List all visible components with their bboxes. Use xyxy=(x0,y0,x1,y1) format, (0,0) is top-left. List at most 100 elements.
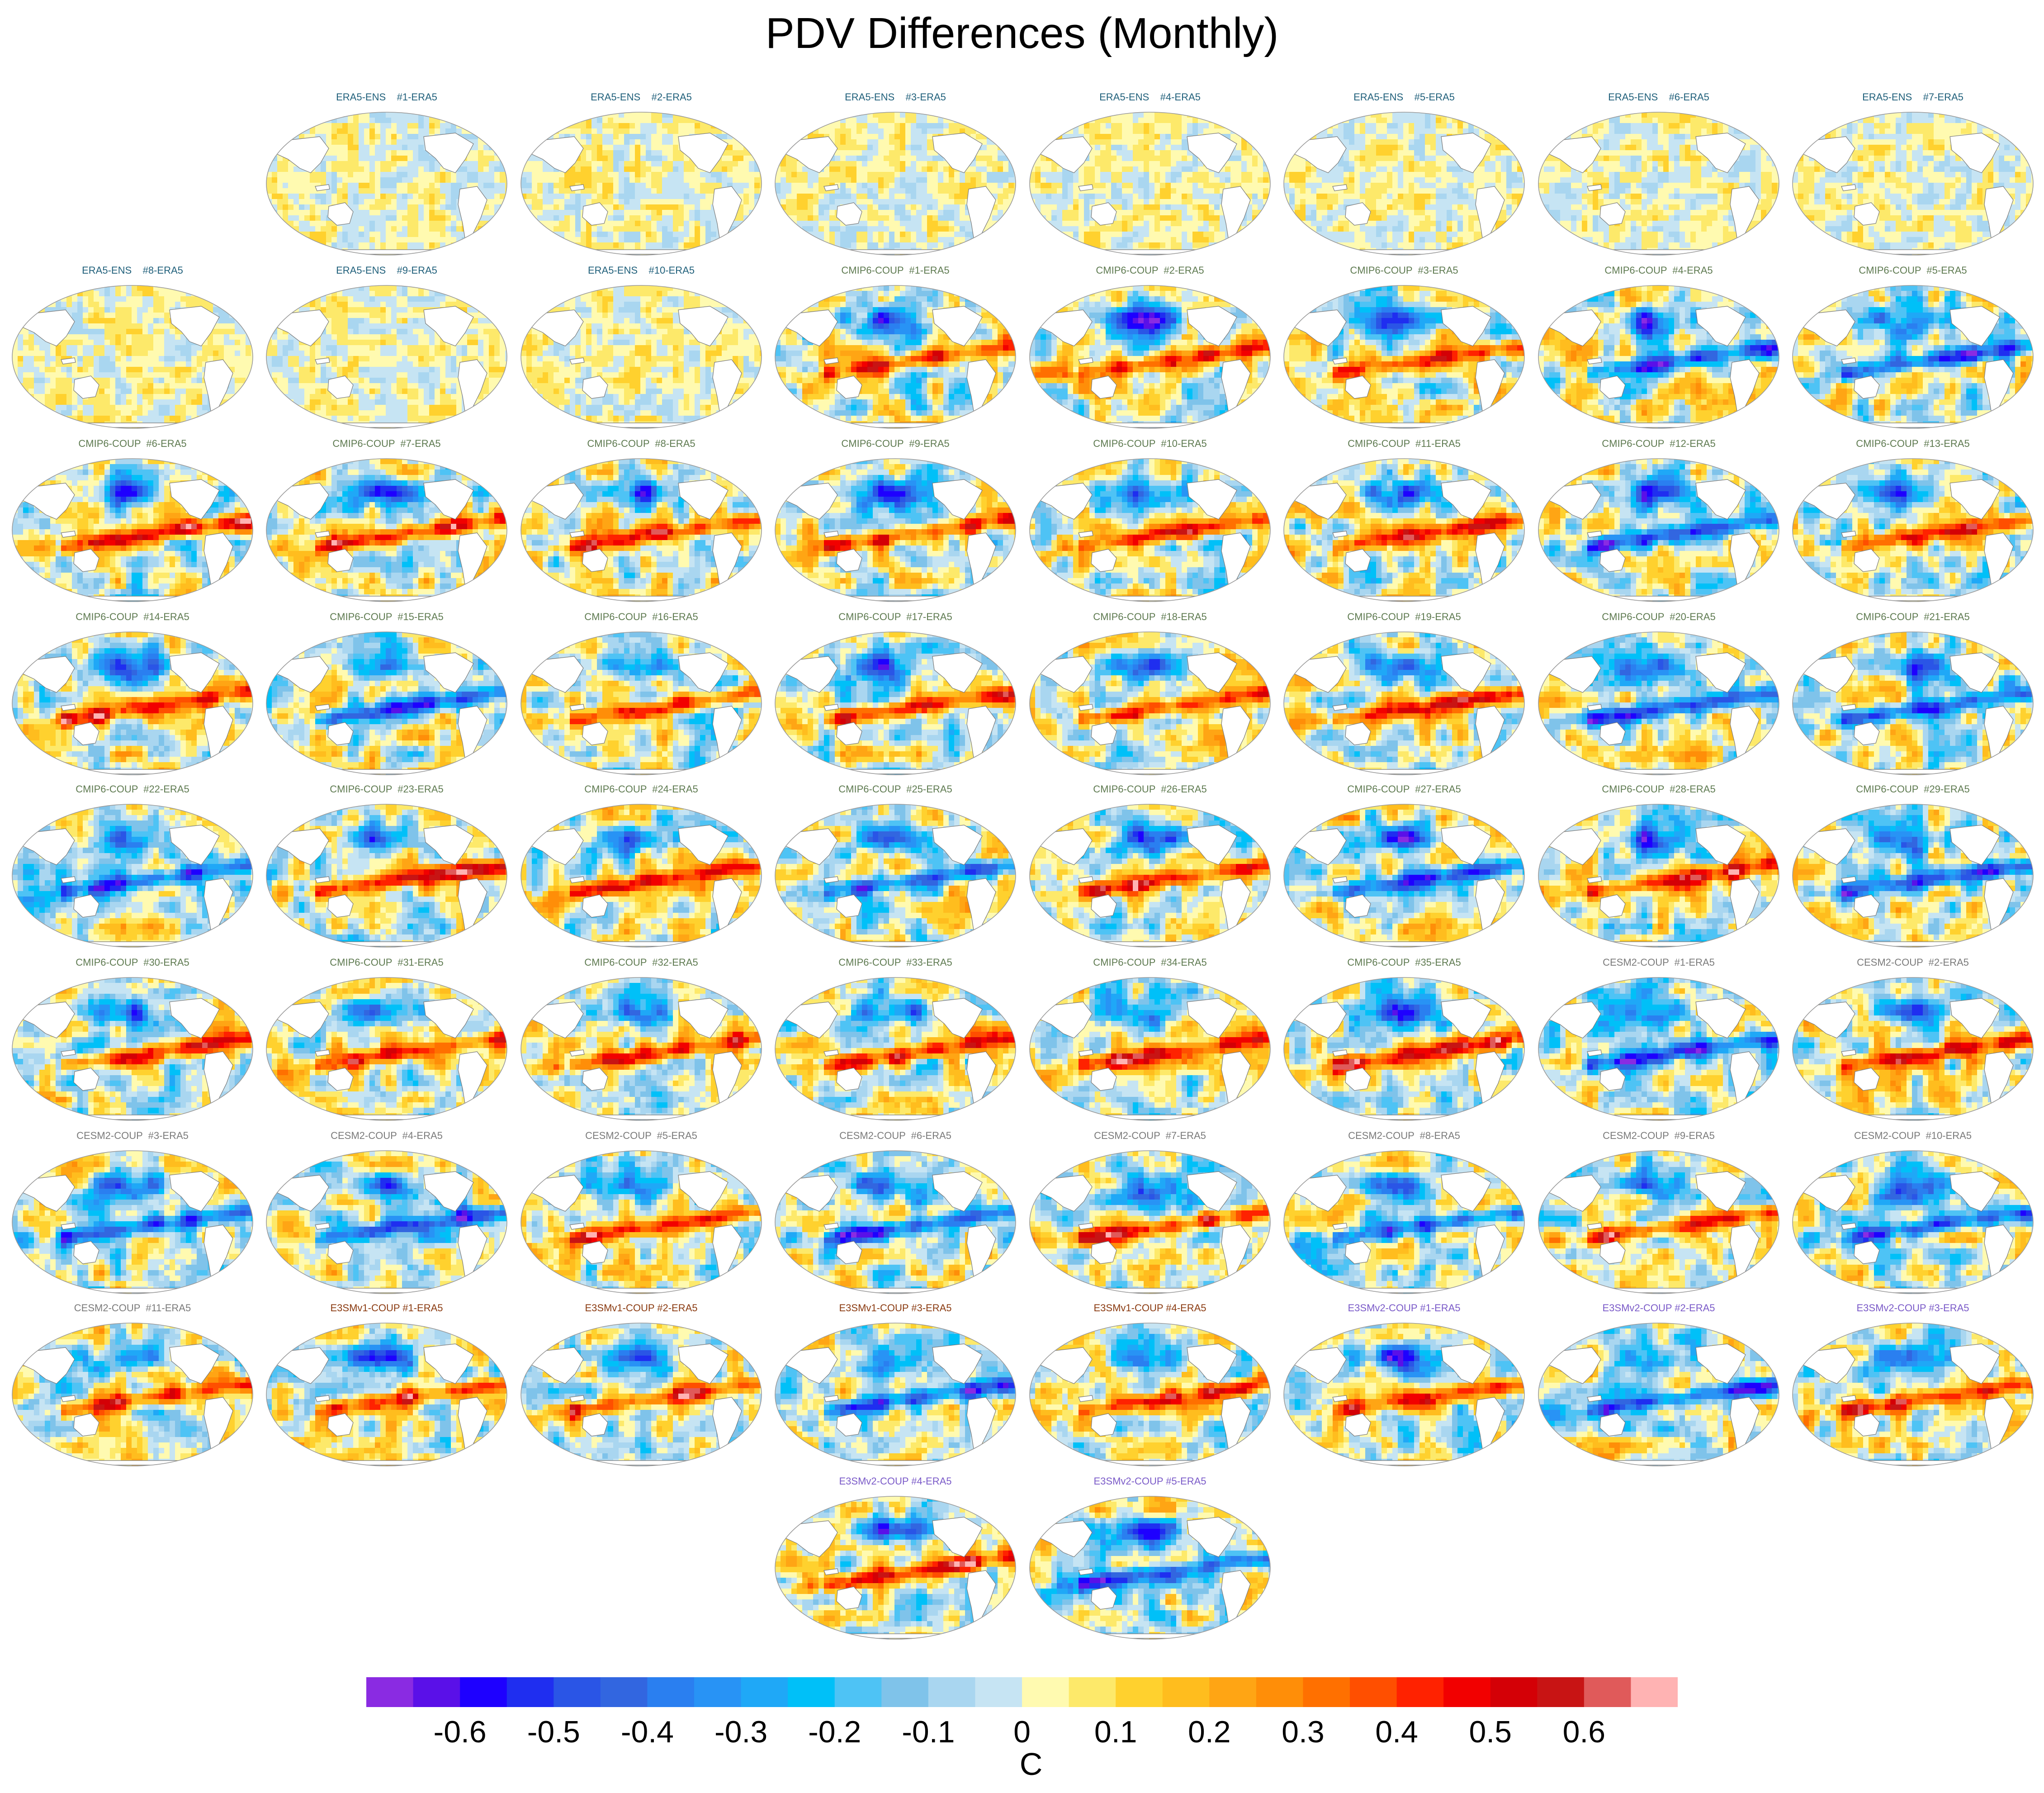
map-panel: CMIP6-COUP #4-ERA5 xyxy=(1533,264,1784,436)
panel-title: CMIP6-COUP #3-ERA5 xyxy=(1278,264,1530,277)
map-panel: CMIP6-COUP #8-ERA5 xyxy=(516,437,767,609)
map-panel: ERA5-ENS #8-ERA5 xyxy=(7,264,258,436)
map-panel: CMIP6-COUP #23-ERA5 xyxy=(261,783,512,954)
panel-title: E3SMv1-COUP #1-ERA5 xyxy=(261,1301,512,1315)
global-sst-map xyxy=(516,451,767,609)
landmass xyxy=(1060,1288,1237,1293)
landmass xyxy=(1569,250,1746,254)
landmass xyxy=(297,769,473,774)
panel-title: ERA5-ENS #9-ERA5 xyxy=(261,264,512,277)
panel-title: CESM2-COUP #8-ERA5 xyxy=(1278,1129,1530,1143)
map-panel: CESM2-COUP #3-ERA5 xyxy=(7,1129,258,1301)
panel-title: CMIP6-COUP #20-ERA5 xyxy=(1533,610,1784,624)
global-sst-map xyxy=(516,278,767,436)
panel-title: CMIP6-COUP #29-ERA5 xyxy=(1787,783,2039,796)
map-panel: CMIP6-COUP #21-ERA5 xyxy=(1787,610,2039,782)
global-sst-map xyxy=(770,278,1021,436)
map-panel: CMIP6-COUP #14-ERA5 xyxy=(7,610,258,782)
colorbar-tick-label: 0 xyxy=(1013,1714,1031,1750)
landmass xyxy=(1823,250,2000,254)
global-sst-map xyxy=(770,1143,1021,1301)
panel-title: ERA5-ENS #5-ERA5 xyxy=(1278,90,1530,104)
colorbar-tick-label: -0.4 xyxy=(621,1714,674,1750)
map-panel: CMIP6-COUP #18-ERA5 xyxy=(1024,610,1276,782)
global-sst-map xyxy=(770,105,1021,262)
landmass xyxy=(1823,423,2000,427)
global-sst-map xyxy=(261,451,512,609)
landmass xyxy=(1060,1461,1237,1465)
colorbar-swatch xyxy=(413,1677,460,1707)
colorbar-swatch xyxy=(554,1677,601,1707)
map-panel: CMIP6-COUP #31-ERA5 xyxy=(261,956,512,1128)
landmass xyxy=(297,1288,473,1293)
panel-title: CMIP6-COUP #18-ERA5 xyxy=(1024,610,1276,624)
landmass xyxy=(1315,1115,1491,1119)
panel-title: CMIP6-COUP #8-ERA5 xyxy=(516,437,767,451)
global-sst-map xyxy=(1533,797,1784,954)
map-panel: CESM2-COUP #11-ERA5 xyxy=(7,1301,258,1473)
global-sst-map xyxy=(1787,1316,2039,1473)
panel-title: CMIP6-COUP #5-ERA5 xyxy=(1787,264,2039,277)
landmass xyxy=(1315,596,1491,601)
global-sst-map xyxy=(261,105,512,262)
global-sst-map xyxy=(1533,1143,1784,1301)
map-panel: CMIP6-COUP #30-ERA5 xyxy=(7,956,258,1128)
landmass xyxy=(1823,1115,2000,1119)
global-sst-map xyxy=(1533,970,1784,1128)
map-panel: ERA5-ENS #5-ERA5 xyxy=(1278,90,1530,262)
map-panel: ERA5-ENS #7-ERA5 xyxy=(1787,90,2039,262)
landmass xyxy=(43,942,219,946)
panel-title: CMIP6-COUP #4-ERA5 xyxy=(1533,264,1784,277)
panel-title: CESM2-COUP #11-ERA5 xyxy=(7,1301,258,1315)
map-panel: CMIP6-COUP #24-ERA5 xyxy=(516,783,767,954)
panel-title: E3SMv2-COUP #2-ERA5 xyxy=(1533,1301,1784,1315)
panel-title: CMIP6-COUP #25-ERA5 xyxy=(770,783,1021,796)
global-sst-map xyxy=(261,625,512,782)
global-sst-map xyxy=(516,1143,767,1301)
colorbar-tick-labels: -0.6 -0.5 -0.4 -0.3 -0.2 -0.1 0 0.1 0.2 0.3 0.4 0.5… xyxy=(0,1714,2044,1750)
global-sst-map xyxy=(1787,797,2039,954)
global-sst-map xyxy=(7,278,258,436)
colorbar-swatch xyxy=(928,1677,975,1707)
map-panel: CMIP6-COUP #26-ERA5 xyxy=(1024,783,1276,954)
global-sst-map xyxy=(1024,1489,1276,1646)
colorbar-swatch xyxy=(1537,1677,1584,1707)
landmass xyxy=(552,423,728,427)
landmass xyxy=(297,423,473,427)
colorbar-swatch xyxy=(366,1677,413,1707)
panel-title: ERA5-ENS #3-ERA5 xyxy=(770,90,1021,104)
global-sst-map xyxy=(1024,1143,1276,1301)
panel-title: CMIP6-COUP #10-ERA5 xyxy=(1024,437,1276,451)
global-sst-map xyxy=(1787,451,2039,609)
map-panel: CESM2-COUP #9-ERA5 xyxy=(1533,1129,1784,1301)
global-sst-map xyxy=(261,1316,512,1473)
landmass xyxy=(806,942,982,946)
panel-title: CMIP6-COUP #22-ERA5 xyxy=(7,783,258,796)
colorbar-swatch xyxy=(975,1677,1022,1707)
global-sst-map xyxy=(770,625,1021,782)
global-sst-map xyxy=(7,451,258,609)
landmass xyxy=(1315,1288,1491,1293)
global-sst-map xyxy=(1787,278,2039,436)
landmass xyxy=(1569,423,1746,427)
map-panel: CMIP6-COUP #12-ERA5 xyxy=(1533,437,1784,609)
panel-title: CMIP6-COUP #7-ERA5 xyxy=(261,437,512,451)
map-panel: E3SMv2-COUP #3-ERA5 xyxy=(1787,1301,2039,1473)
panel-title: E3SMv1-COUP #3-ERA5 xyxy=(770,1301,1021,1315)
map-panel: CMIP6-COUP #3-ERA5 xyxy=(1278,264,1530,436)
global-sst-map xyxy=(516,797,767,954)
panel-title: CMIP6-COUP #6-ERA5 xyxy=(7,437,258,451)
map-panel: E3SMv2-COUP #5-ERA5 xyxy=(1024,1475,1276,1646)
landmass xyxy=(43,1115,219,1119)
panel-title: CESM2-COUP #6-ERA5 xyxy=(770,1129,1021,1143)
panel-title: CESM2-COUP #1-ERA5 xyxy=(1533,956,1784,969)
map-panel: CMIP6-COUP #5-ERA5 xyxy=(1787,264,2039,436)
global-sst-map xyxy=(770,451,1021,609)
landmass xyxy=(806,250,982,254)
map-panel: ERA5-ENS #6-ERA5 xyxy=(1533,90,1784,262)
panel-title: CMIP6-COUP #34-ERA5 xyxy=(1024,956,1276,969)
landmass xyxy=(43,769,219,774)
panel-title: CMIP6-COUP #17-ERA5 xyxy=(770,610,1021,624)
landmass xyxy=(806,423,982,427)
landmass xyxy=(1569,769,1746,774)
